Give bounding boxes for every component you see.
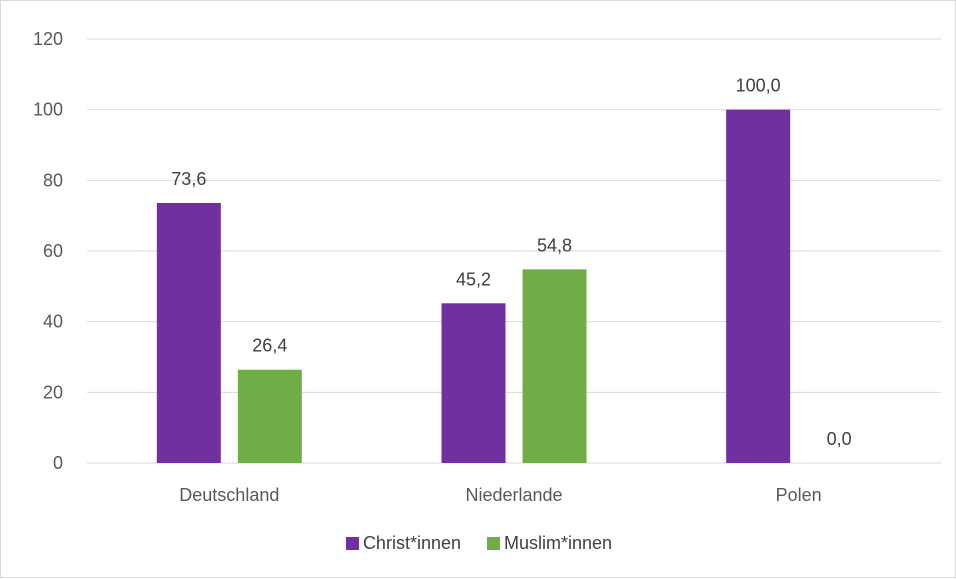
y-tick-label: 120 [33,29,63,49]
data-label-niederlande-series-1: 54,8 [537,235,572,255]
gridlines [87,38,941,464]
y-axis-ticks: 0 20 40 60 80 100 120 [33,29,63,473]
data-label-polen-series-1: 0,0 [827,429,852,449]
data-label-niederlande-series-0: 45,2 [456,269,491,289]
legend: Christ*innen Muslim*innen [345,533,612,553]
y-tick-label: 0 [53,453,63,473]
bars [156,109,791,464]
legend-label-series-0: Christ*innen [363,533,461,553]
legend-swatch-series-1 [487,537,501,550]
bar-deutschland-series-0 [156,202,221,464]
y-tick-label: 20 [43,382,63,402]
legend-swatch-series-0 [345,537,359,550]
data-label-deutschland-series-0: 73,6 [171,169,206,189]
y-tick-label: 100 [33,100,63,120]
bar-niederlande-series-1 [522,269,587,463]
y-tick-label: 60 [43,241,63,261]
y-tick-label: 40 [43,312,63,332]
x-tick-label-deutschland: Deutschland [179,485,279,505]
data-labels: 73,6 26,4 45,2 54,8 100,0 0,0 [171,76,851,449]
bar-polen-series-0 [726,109,791,464]
y-tick-label: 80 [43,170,63,190]
data-label-polen-series-0: 100,0 [736,76,781,96]
legend-label-series-1: Muslim*innen [504,533,612,553]
x-tick-label-polen: Polen [776,485,822,505]
x-axis-ticks: Deutschland Niederlande Polen [179,485,821,505]
bar-niederlande-series-0 [441,303,506,463]
data-label-deutschland-series-1: 26,4 [252,336,287,356]
x-tick-label-niederlande: Niederlande [465,485,562,505]
bar-deutschland-series-1 [237,369,302,463]
